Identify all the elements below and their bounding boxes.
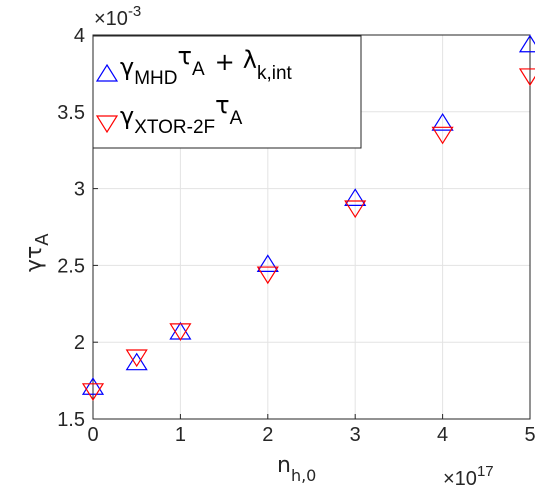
y-multiplier: ×10-3: [94, 3, 141, 30]
x-tick-label: 4: [437, 424, 448, 446]
x-multiplier: ×1017: [443, 463, 494, 490]
x-tick-label: 1: [175, 424, 186, 446]
x-tick-label: 5: [524, 424, 535, 446]
legend-marker-triangle-up: [95, 63, 119, 82]
y-multiplier-exponent: -3: [128, 3, 141, 20]
y-tick-label: 1.5: [57, 409, 85, 431]
x-axis-label-subscript: h,0: [291, 466, 316, 485]
x-tick-label: 2: [262, 424, 273, 446]
legend-box: [92, 35, 362, 149]
data-point-triangle-down: [169, 323, 192, 342]
data-point-triangle-up: [125, 352, 148, 371]
y-tick-label: 4: [74, 25, 85, 47]
legend: γMHDτA + λk,int γXTOR-2FτA: [92, 35, 362, 149]
data-point-triangle-down: [81, 383, 105, 401]
data-point-triangle-down: [344, 200, 367, 219]
plot-frame: [92, 34, 531, 420]
legend-entry-2: γXTOR-2FτA: [120, 91, 243, 138]
data-marks: [81, 34, 535, 401]
data-point-triangle-down: [256, 266, 279, 285]
x-axis-label: nh,0: [277, 453, 316, 485]
y-tick-label: 3.5: [57, 102, 85, 124]
x-tick-label: 0: [87, 424, 98, 446]
y-tick-label: 2: [74, 332, 85, 354]
data-point-triangle-up: [81, 377, 105, 395]
y-tick-label: 2.5: [57, 255, 85, 277]
y-tick-label: 3: [74, 179, 85, 201]
data-point-triangle-down: [518, 68, 535, 87]
y-axis-label: γτA: [22, 233, 53, 272]
x-tick-label: 3: [350, 424, 361, 446]
legend-marker-triangle-down: [95, 115, 119, 134]
data-point-triangle-up: [431, 112, 454, 131]
y-axis-label-subscript: A: [32, 233, 53, 246]
data-point-triangle-up: [518, 34, 535, 53]
data-point-triangle-up: [344, 188, 367, 206]
x-multiplier-exponent: 17: [477, 463, 494, 480]
ticks: 0 1 2 3 4 5 1.5 2 2.5 3 3.5 4: [57, 25, 535, 446]
data-point-triangle-down: [431, 126, 454, 145]
data-point-triangle-up: [256, 254, 279, 272]
data-point-triangle-down: [125, 349, 148, 368]
legend-entry-1: γMHDτA + λk,int: [120, 42, 293, 89]
